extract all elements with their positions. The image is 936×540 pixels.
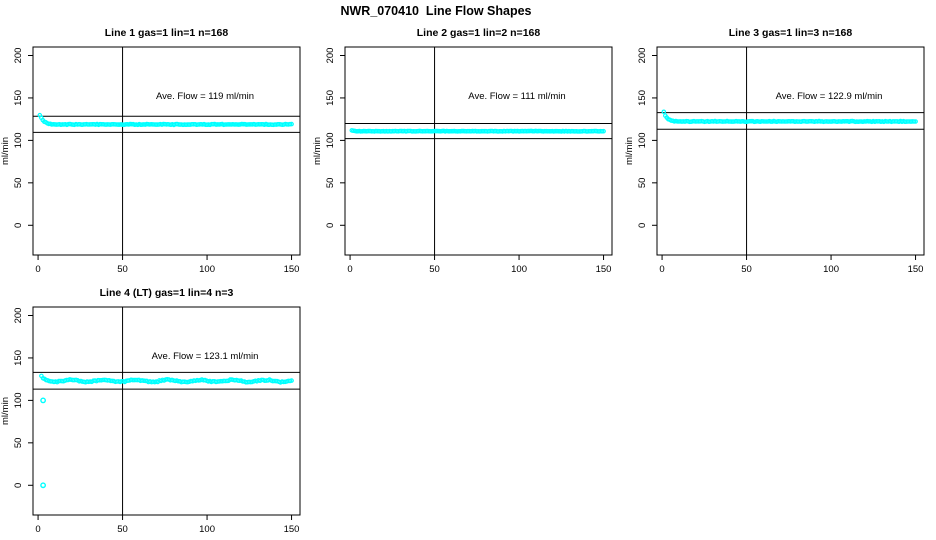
x-axis-ticks <box>349 255 605 260</box>
panel-title: Line 2 gas=1 lin=2 n=168 <box>417 27 541 39</box>
data-point <box>661 109 667 115</box>
x-tick-label: 0 <box>35 524 40 535</box>
y-tick-label: 50 <box>13 438 24 449</box>
y-tick-label: 200 <box>637 48 648 64</box>
data-points <box>349 128 606 134</box>
y-tick-label: 50 <box>637 178 648 189</box>
y-tick-label: 150 <box>13 90 24 106</box>
plot-box <box>32 46 301 256</box>
panel-line-2: Line 2 gas=1 lin=2 n=168 0 50 100 150 0 50 100 1… <box>312 20 624 280</box>
y-tick-label: 100 <box>13 132 24 148</box>
ave-flow-annotation: Ave. Flow = 119 ml/min <box>156 91 254 102</box>
y-axis-ticks <box>652 54 657 226</box>
y-tick-label: 200 <box>13 48 24 64</box>
panel-line-1: Line 1 gas=1 lin=1 n=168 0 50 100 150 0 50 100 1… <box>0 20 312 280</box>
y-tick-label: 0 <box>13 223 24 228</box>
x-tick-label: 150 <box>908 264 924 275</box>
ave-flow-annotation: Ave. Flow = 111 ml/min <box>468 91 565 102</box>
y-axis-label: ml/min <box>0 397 11 425</box>
figure-title: NWR_070410 Line Flow Shapes <box>340 4 532 18</box>
panel-svg: Line 3 gas=1 lin=3 n=168 0 50 100 150 0 50 100 1… <box>624 27 925 275</box>
x-tick-label: 0 <box>347 264 352 275</box>
panel-svg: Line 4 (LT) gas=1 lin=4 n=3 0 50 100 150 0 50 1… <box>0 287 301 535</box>
y-tick-label: 0 <box>325 223 336 228</box>
x-axis-ticks <box>37 255 293 260</box>
panel-title: Line 3 gas=1 lin=3 n=168 <box>729 27 853 39</box>
y-tick-label: 0 <box>13 483 24 488</box>
reference-lines <box>33 47 300 255</box>
y-tick-label: 150 <box>13 350 24 366</box>
y-tick-label: 200 <box>325 48 336 64</box>
x-tick-label: 100 <box>823 264 839 275</box>
x-tick-label: 100 <box>199 264 215 275</box>
x-tick-label: 150 <box>284 264 300 275</box>
x-tick-label: 100 <box>199 524 215 535</box>
ave-flow-annotation: Ave. Flow = 123.1 ml/min <box>152 351 259 362</box>
y-tick-label: 50 <box>325 178 336 189</box>
reference-lines <box>33 307 300 515</box>
x-tick-label: 50 <box>117 524 128 535</box>
y-axis-ticks <box>28 54 33 226</box>
panel-title: Line 1 gas=1 lin=1 n=168 <box>105 27 229 39</box>
ave-flow-annotation: Ave. Flow = 122.9 ml/min <box>776 91 883 102</box>
plot-box <box>32 306 301 516</box>
y-tick-label: 50 <box>13 178 24 189</box>
y-tick-label: 100 <box>637 132 648 148</box>
outlier-point <box>40 482 46 489</box>
outlier-point <box>40 397 46 404</box>
x-tick-label: 0 <box>659 264 664 275</box>
data-point <box>913 119 918 124</box>
y-tick-label: 100 <box>13 392 24 408</box>
y-tick-label: 150 <box>637 90 648 106</box>
y-axis-label: ml/min <box>312 137 323 165</box>
data-points <box>661 109 918 125</box>
panel-svg: Line 2 gas=1 lin=2 n=168 0 50 100 150 0 50 100 1… <box>312 27 613 275</box>
data-point <box>911 119 917 124</box>
plot-box <box>344 46 613 256</box>
data-point <box>289 121 294 127</box>
y-tick-label: 0 <box>637 223 648 228</box>
x-tick-label: 50 <box>117 264 128 275</box>
panel-title: Line 4 (LT) gas=1 lin=4 n=3 <box>100 287 234 299</box>
y-axis-label: ml/min <box>0 137 11 165</box>
panel-line-4: Line 4 (LT) gas=1 lin=4 n=3 0 50 100 150 0 50 1… <box>0 280 312 540</box>
plot-box <box>656 46 925 256</box>
x-tick-label: 100 <box>511 264 527 275</box>
reference-lines <box>657 47 924 255</box>
x-tick-label: 150 <box>596 264 612 275</box>
data-point <box>289 378 294 383</box>
data-points <box>39 373 294 489</box>
y-axis-ticks <box>340 54 345 226</box>
panel-svg: Line 1 gas=1 lin=1 n=168 0 50 100 150 0 50 100 1… <box>0 27 301 275</box>
data-points <box>37 112 294 128</box>
x-tick-label: 150 <box>284 524 300 535</box>
y-axis-ticks <box>28 314 33 486</box>
y-axis-label: ml/min <box>624 137 635 165</box>
data-point <box>601 128 606 134</box>
y-tick-label: 150 <box>325 90 336 106</box>
panel-line-3: Line 3 gas=1 lin=3 n=168 0 50 100 150 0 50 100 1… <box>624 20 936 280</box>
x-tick-label: 50 <box>741 264 752 275</box>
reference-lines <box>345 47 612 255</box>
y-tick-label: 200 <box>13 308 24 324</box>
y-tick-label: 100 <box>325 132 336 148</box>
x-tick-label: 50 <box>429 264 440 275</box>
x-axis-ticks <box>37 515 293 520</box>
x-tick-label: 0 <box>35 264 40 275</box>
x-axis-ticks <box>661 255 917 260</box>
